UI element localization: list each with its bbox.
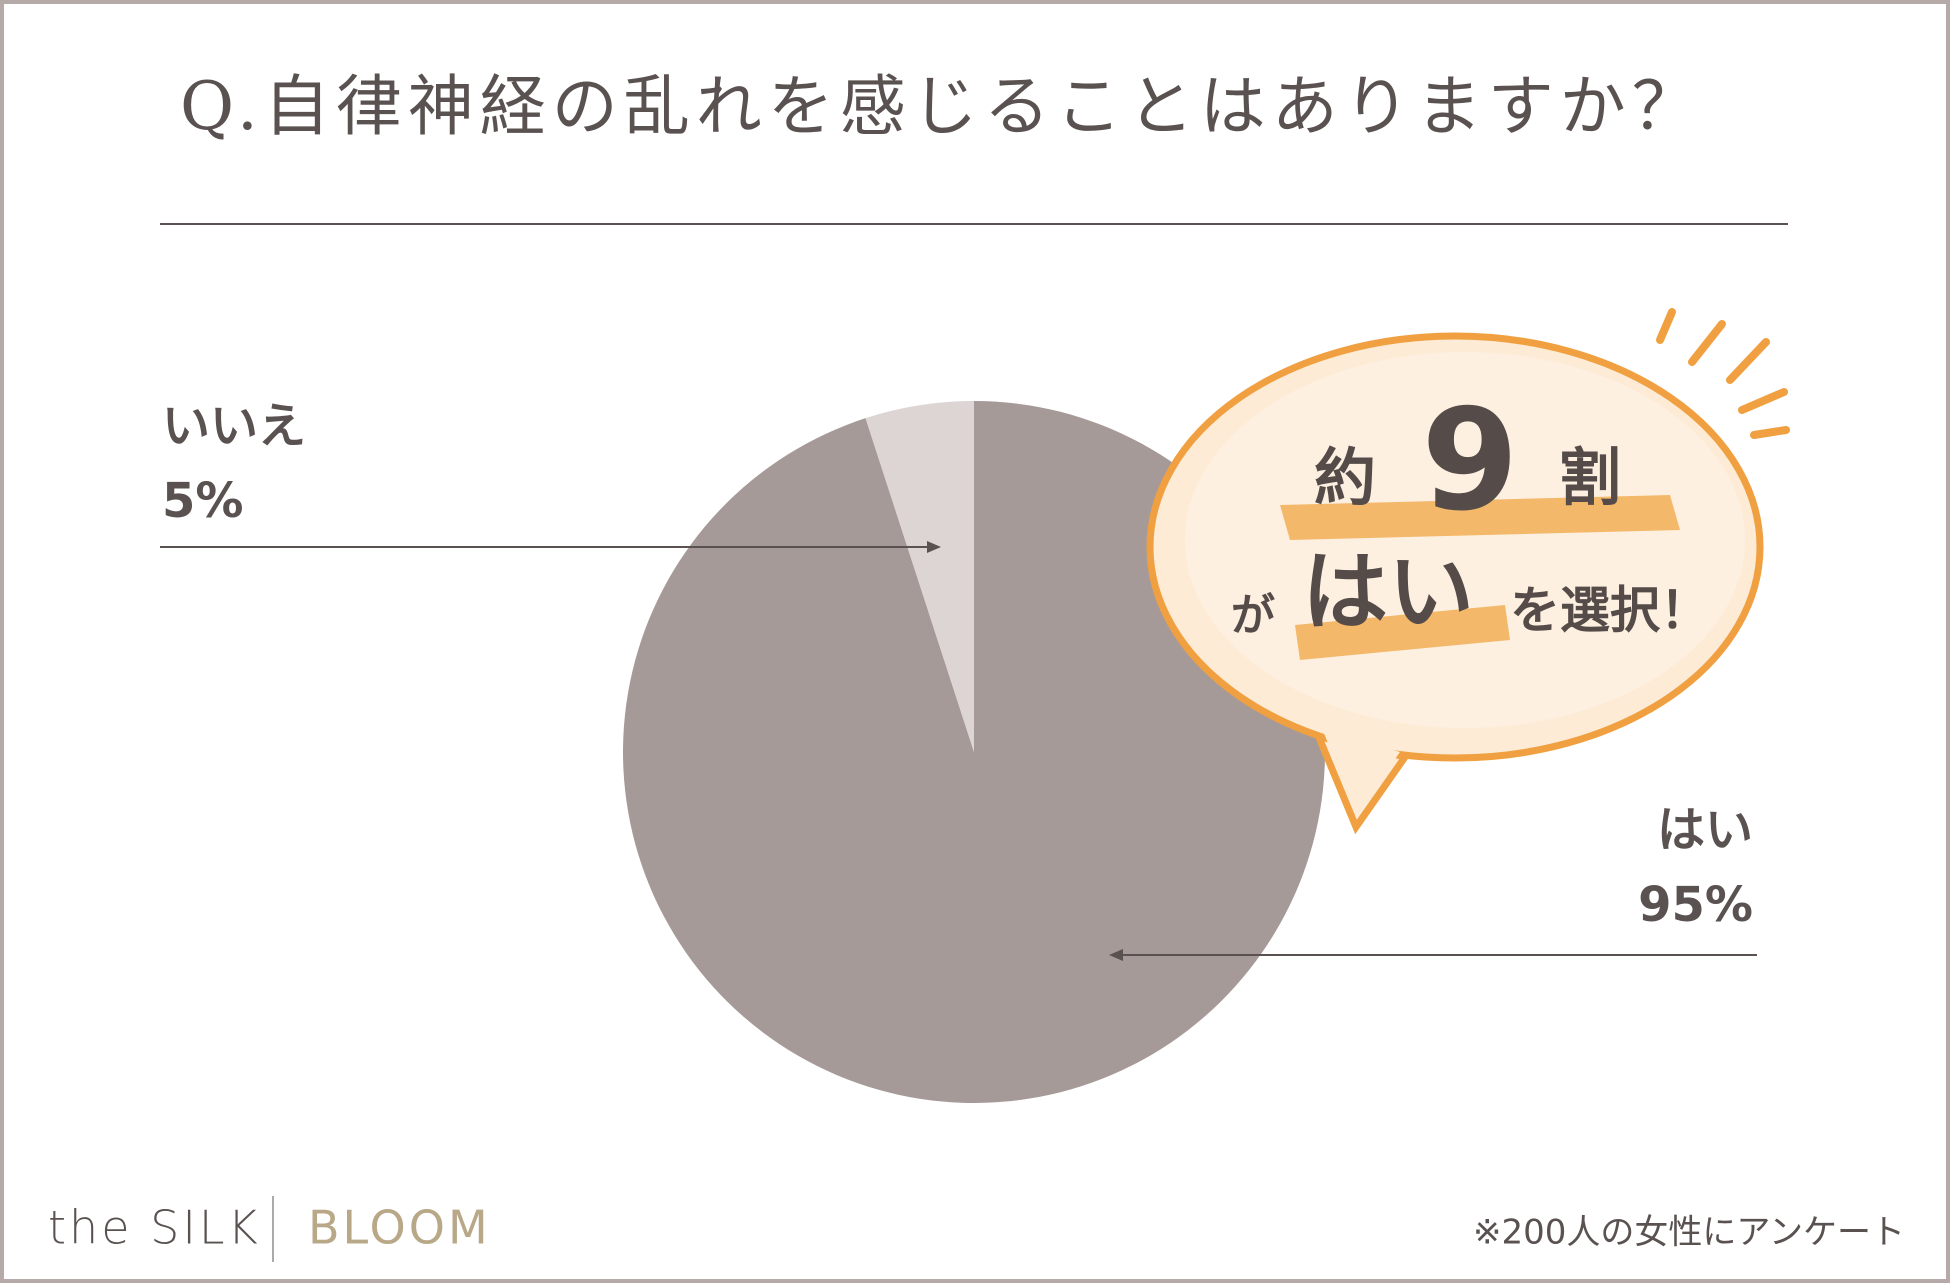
arrow-head	[1109, 949, 1123, 961]
value-label: 5%	[162, 473, 244, 529]
callout-text: 割	[1559, 441, 1621, 514]
chart-title: Q.自律神経の乱れを感じることはありますか？	[180, 68, 1704, 145]
arrow-head	[927, 541, 941, 553]
callout-text: が	[1231, 590, 1275, 641]
callout-text: はい	[1302, 542, 1474, 642]
footnote: ※200人の女性にアンケート	[1473, 1213, 1905, 1253]
slice-label: はい	[1657, 802, 1753, 858]
callout-text: を選択！	[1510, 582, 1710, 640]
pie-slice	[865, 401, 974, 752]
slice-label: いいえ	[162, 398, 306, 454]
brand-name: the SILK	[48, 1201, 261, 1255]
value-label: 95%	[1638, 877, 1753, 933]
callout-number: 9	[1421, 380, 1518, 543]
brand-name: BLOOM	[308, 1201, 491, 1255]
callout-text: 約	[1314, 441, 1376, 514]
callout-bubble: 約 9 割 が はい を選択！	[1146, 308, 1790, 835]
